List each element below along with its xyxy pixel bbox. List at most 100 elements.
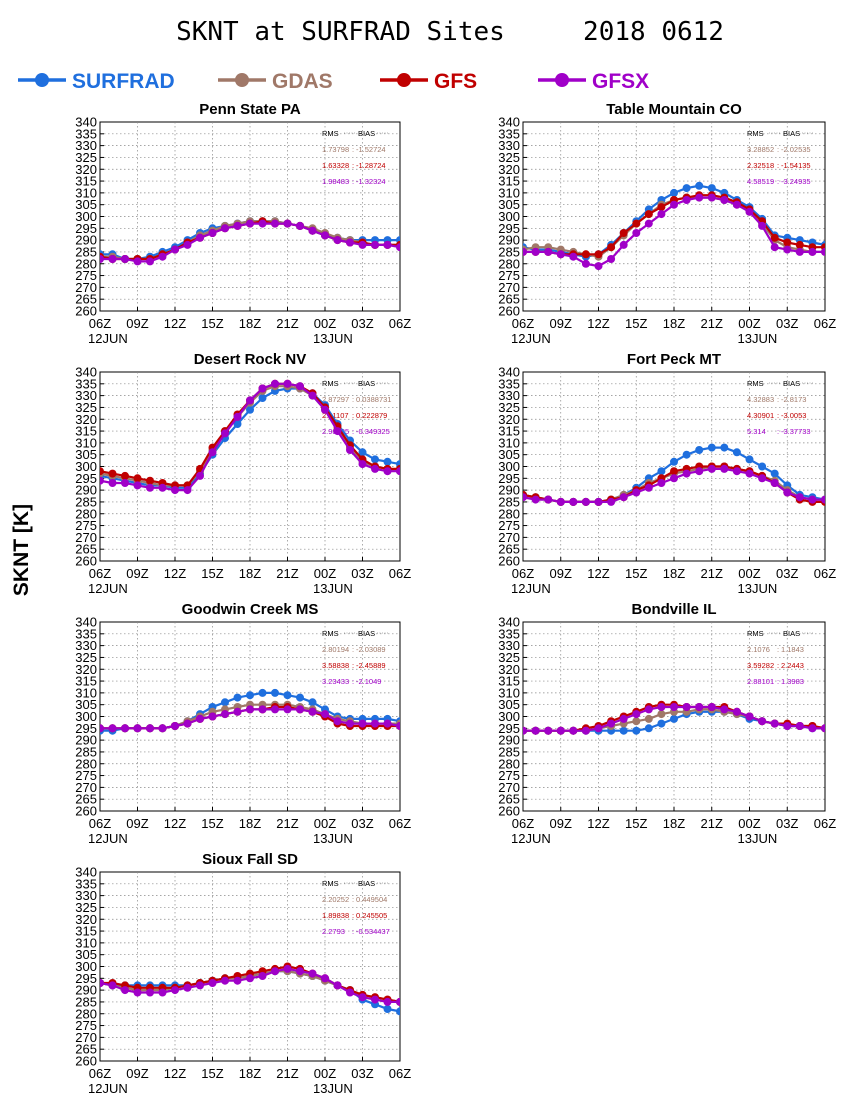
data-point bbox=[720, 443, 729, 452]
y-tick-label: 330 bbox=[498, 388, 520, 403]
series-gfsx bbox=[523, 193, 825, 271]
data-point bbox=[346, 719, 354, 728]
page-title: SKNT at SURFRAD Sites 2018 0612 bbox=[176, 17, 724, 47]
x-tick-label: 09Z bbox=[126, 316, 148, 331]
stats-header-rms: RMS bbox=[322, 879, 339, 888]
y-tick-label: 320 bbox=[75, 412, 97, 427]
data-point bbox=[296, 967, 304, 976]
y-tick-label: 315 bbox=[75, 424, 97, 439]
data-point bbox=[233, 420, 242, 428]
data-point bbox=[695, 181, 704, 190]
y-tick-label: 295 bbox=[75, 471, 97, 486]
y-tick-label: 260 bbox=[75, 304, 97, 319]
series-group bbox=[523, 443, 825, 506]
data-point bbox=[283, 964, 292, 973]
x-tick-label: 03Z bbox=[351, 816, 373, 831]
legend-item-gfs: GFS bbox=[380, 70, 477, 93]
stats-bias-gdas: -1.52724 bbox=[356, 145, 386, 154]
stats-bias-gdas: -2.02535 bbox=[781, 145, 811, 154]
stats-rms-gdas: 2.1076 bbox=[747, 645, 770, 654]
data-point bbox=[720, 196, 729, 204]
x-tick-label: 06Z bbox=[814, 316, 836, 331]
y-tick-label: 310 bbox=[75, 935, 97, 950]
data-point bbox=[108, 724, 117, 733]
stats-header-bias: BIAS bbox=[783, 129, 800, 138]
y-tick-label: 295 bbox=[498, 221, 520, 236]
data-point bbox=[146, 476, 154, 485]
x-date-label: 12JUN bbox=[511, 581, 551, 596]
stats-header-bias: BIAS bbox=[783, 629, 800, 638]
y-tick-label: 340 bbox=[498, 615, 520, 630]
data-point bbox=[100, 467, 104, 476]
data-point bbox=[632, 726, 641, 735]
stats-rms-gfsx: 2.2793 bbox=[322, 927, 345, 936]
data-point bbox=[208, 712, 217, 721]
x-tick-label: 03Z bbox=[776, 566, 798, 581]
x-tick-label: 06Z bbox=[512, 316, 534, 331]
y-tick-label: 305 bbox=[498, 697, 520, 712]
data-point bbox=[770, 479, 779, 487]
data-point bbox=[396, 243, 400, 252]
x-tick-label: 09Z bbox=[126, 566, 148, 581]
y-tick-label: 310 bbox=[498, 185, 520, 200]
y-tick-label: 340 bbox=[75, 865, 97, 880]
y-tick-label: 305 bbox=[498, 197, 520, 212]
data-point bbox=[795, 722, 804, 730]
y-tick-label: 280 bbox=[75, 506, 97, 521]
data-point bbox=[296, 382, 304, 391]
y-tick-label: 330 bbox=[498, 638, 520, 653]
data-point bbox=[644, 219, 653, 228]
panel-desert-rock-nv: Desert Rock NV 34033533032532031531030530… bbox=[75, 351, 411, 596]
panels: Penn State PA340335330325320315310305300… bbox=[75, 101, 836, 1096]
data-point bbox=[121, 255, 129, 263]
data-point bbox=[670, 467, 678, 476]
data-point bbox=[383, 1005, 392, 1013]
stats-rms-gfs: 3.59282 bbox=[747, 661, 774, 670]
data-point bbox=[371, 464, 379, 473]
stats-rms-gfs: 2.41107 bbox=[322, 411, 349, 420]
stats-sep: : bbox=[352, 411, 354, 420]
data-point bbox=[346, 238, 354, 247]
y-tick-label: 340 bbox=[75, 115, 97, 130]
data-point bbox=[321, 231, 329, 240]
data-point bbox=[146, 483, 154, 492]
data-point bbox=[695, 703, 704, 711]
data-point bbox=[594, 724, 603, 733]
data-point bbox=[158, 252, 167, 261]
data-point bbox=[607, 719, 616, 728]
stats-bias-gfs: -2.45889 bbox=[356, 661, 386, 670]
stats-header-rms: RMS bbox=[322, 129, 339, 138]
data-point bbox=[732, 448, 741, 457]
y-tick-label: 275 bbox=[75, 768, 97, 783]
stats-header-bias: BIAS bbox=[358, 629, 375, 638]
data-point bbox=[745, 712, 754, 721]
x-tick-label: 06Z bbox=[814, 566, 836, 581]
data-point bbox=[271, 379, 279, 388]
data-point bbox=[670, 457, 678, 466]
data-point bbox=[795, 247, 804, 256]
data-point bbox=[308, 391, 317, 400]
stats-sep: : bbox=[777, 145, 779, 154]
stats-sep: : bbox=[777, 411, 779, 420]
x-tick-label: 18Z bbox=[239, 316, 261, 331]
x-tick-label: 03Z bbox=[776, 816, 798, 831]
data-point bbox=[283, 705, 292, 714]
y-tick-label: 270 bbox=[75, 280, 97, 295]
data-point bbox=[146, 988, 154, 997]
x-tick-label: 12Z bbox=[164, 1066, 186, 1081]
data-point bbox=[569, 252, 578, 261]
x-tick-label: 12Z bbox=[587, 316, 609, 331]
data-point bbox=[283, 379, 292, 388]
stats-sep: : bbox=[352, 677, 354, 686]
data-point bbox=[258, 688, 267, 697]
data-point bbox=[383, 240, 392, 249]
data-point bbox=[644, 724, 653, 733]
stats-rms-gdas: 2.80194 bbox=[322, 645, 349, 654]
data-point bbox=[657, 210, 666, 219]
data-point bbox=[544, 247, 553, 256]
y-tick-label: 320 bbox=[75, 912, 97, 927]
data-point bbox=[283, 219, 292, 228]
series-gfsx bbox=[100, 219, 400, 266]
panel-title: Goodwin Creek MS bbox=[182, 601, 319, 618]
x-date-label: 12JUN bbox=[88, 581, 128, 596]
